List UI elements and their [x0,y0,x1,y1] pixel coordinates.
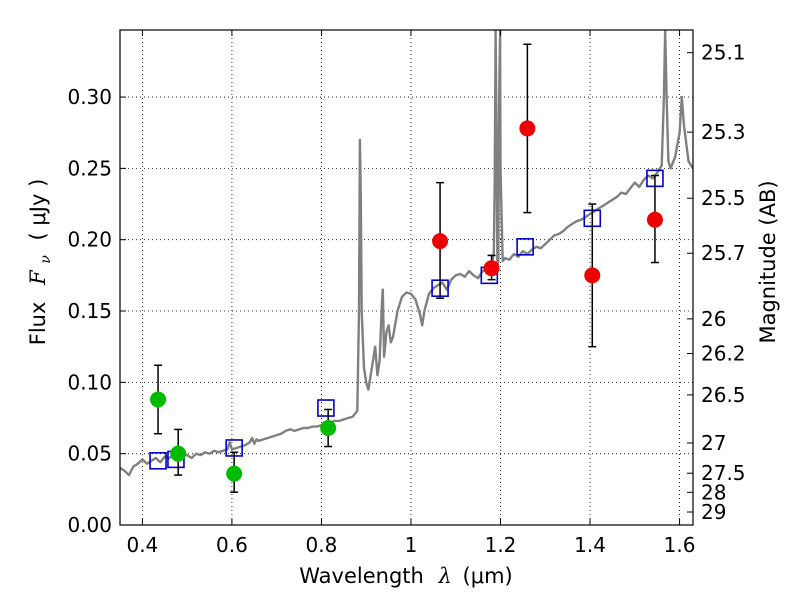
nearir-data-point [646,211,663,228]
plot-frame [119,29,694,526]
x-tick-label: 1.6 [664,533,696,557]
y-tick-label: 0.30 [67,85,112,109]
y-tick-label: 0.00 [67,513,112,537]
y-tick-label: 0.05 [67,442,112,466]
y-axis-label: Flux F ν ( μJy ) [26,179,55,346]
optical-data-point [320,419,337,436]
nearir-data-point [519,120,536,137]
model-photometry-square [516,238,534,256]
magnitude-tick-label: 27.5 [701,461,746,485]
y-axis-label-unit: ( μJy ) [26,179,50,241]
x-axis-label-symbol: λ [438,564,452,588]
tick-layer: 0.4 0.6 0.8 1 1.2 1.4 1.6 0.00 0.05 0.10 0.15 0.20 0… [67,30,746,557]
x-tick-label: 1.4 [574,533,606,557]
grid-lines [120,30,693,526]
x-axis-label: Wavelength λ (μm) [299,564,512,588]
y-tick-label: 0.10 [67,370,112,394]
magnitude-tick-label: 29 [701,500,726,524]
magnitude-tick-label: 28 [701,480,726,504]
plot-area [120,30,693,525]
magnitude-tick-label: 25.7 [701,241,746,265]
model-photometry-square [149,452,167,470]
marker-layer [149,43,664,493]
x-axis-label-unit: (μm) [463,564,513,588]
x-tick-label: 0.8 [306,533,338,557]
nearir-data-point [584,267,601,284]
y-tick-label: 0.25 [67,156,112,180]
nearir-data-point [432,233,449,250]
nearir-data-point [483,260,500,277]
x-tick-label: 0.6 [216,533,248,557]
magnitude-tick-label: 25.1 [701,41,746,65]
magnitude-tick-label: 27 [701,431,726,455]
optical-data-point [150,391,167,408]
magnitude-axis-label: Magnitude (AB) [756,180,780,343]
magnitude-tick-label: 26.2 [701,342,746,366]
y-tick-label: 0.15 [67,299,112,323]
x-tick-label: 1.2 [485,533,517,557]
optical-data-point [226,465,243,482]
y-tick-label: 0.20 [67,228,112,252]
model-photometry-square [317,399,335,417]
y-axis-label-symbol: F [26,269,50,286]
x-tick-label: 0.4 [126,533,158,557]
y-axis-label-text: Flux [26,302,50,346]
y-axis-label-subscript: ν [38,255,54,264]
magnitude-tick-label: 26 [701,307,726,331]
magnitude-tick-label: 26.5 [701,383,746,407]
x-axis-label-text: Wavelength [299,564,424,588]
optical-data-point [170,445,187,462]
magnitude-tick-label: 25.3 [701,120,746,144]
x-tick-label: 1 [405,533,418,557]
magnitude-tick-label: 25.5 [701,186,746,210]
